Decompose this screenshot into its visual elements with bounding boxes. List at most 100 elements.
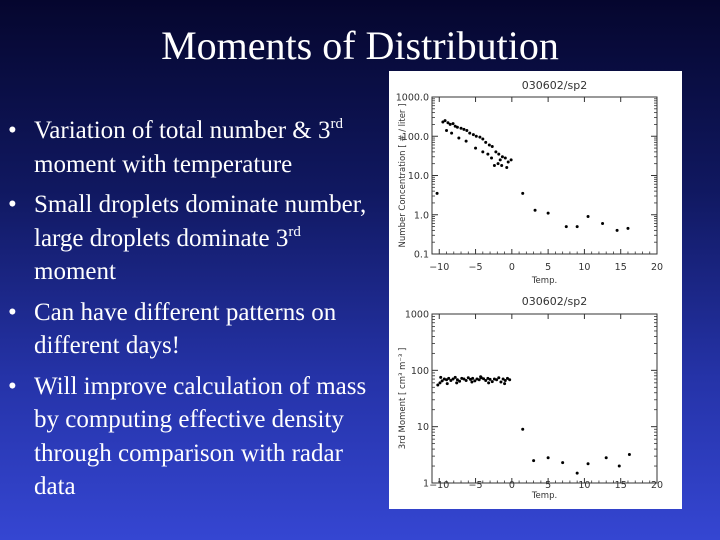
bullet-text: Can have different patterns on different… <box>34 298 337 360</box>
data-point <box>445 129 449 133</box>
x-tick-label: 5 <box>545 262 551 273</box>
x-axis-label: Temp. <box>531 276 557 286</box>
data-point <box>462 127 466 131</box>
data-point <box>487 381 491 385</box>
bullet-text: Variation of total number & <box>34 117 318 144</box>
data-point <box>626 226 630 230</box>
data-point <box>494 150 498 154</box>
data-point <box>436 383 440 387</box>
data-point <box>440 379 444 383</box>
data-point <box>484 378 488 382</box>
bullet-text: 3 <box>317 117 331 144</box>
bullet-marker: • <box>8 191 17 218</box>
data-point <box>465 129 469 133</box>
data-point <box>503 378 507 382</box>
data-point <box>443 119 447 123</box>
data-point <box>564 225 568 229</box>
data-point <box>615 228 619 232</box>
bullet-marker: • <box>8 298 17 326</box>
data-point <box>438 381 442 385</box>
x-axis-label: Temp. <box>531 491 557 501</box>
data-point <box>471 376 475 380</box>
y-tick-label: 100 <box>411 366 429 377</box>
ordinal-suffix: rd <box>288 223 301 240</box>
y-tick-label: 1 <box>423 479 429 490</box>
data-point <box>446 121 450 125</box>
bullet-item: • Small droplets dominate number, large … <box>8 188 380 289</box>
x-tick-label: 10 <box>578 262 590 273</box>
bullet-list: • Variation of total number & 3rd moment… <box>8 114 380 511</box>
x-tick-label: 15 <box>615 480 627 491</box>
data-point <box>466 376 470 380</box>
data-point <box>455 125 459 129</box>
data-point <box>451 122 455 126</box>
data-point <box>496 162 500 166</box>
data-point <box>508 378 512 382</box>
data-point <box>474 146 478 150</box>
data-point <box>462 377 466 381</box>
x-tick-label: 20 <box>651 480 663 491</box>
data-point <box>575 471 579 475</box>
data-point <box>490 144 494 148</box>
data-point <box>509 158 513 162</box>
x-tick-label: 10 <box>578 480 590 491</box>
data-point <box>503 156 507 160</box>
data-point <box>449 378 453 382</box>
data-point <box>478 135 482 139</box>
data-point <box>521 191 525 195</box>
slide-title: Moments of Distribution <box>161 23 559 68</box>
data-point <box>441 120 445 124</box>
data-point <box>490 380 494 384</box>
data-point <box>457 136 461 140</box>
bullet-marker: • <box>8 372 17 400</box>
data-point <box>447 376 451 380</box>
data-point <box>481 137 485 141</box>
chart-title: 030602/sp2 <box>522 79 587 92</box>
data-point <box>546 456 550 460</box>
bullet-text: Small droplets dominate number, large dr… <box>34 191 367 252</box>
data-point <box>561 461 565 465</box>
bullet-text: moment <box>34 258 116 285</box>
data-point <box>490 156 494 160</box>
data-point <box>497 376 501 380</box>
data-point <box>546 211 550 215</box>
charts-svg: 030602/sp2−10 −5 0 5 10 15 200.11.010.0100.010… <box>396 79 663 501</box>
data-point <box>499 380 503 384</box>
data-point <box>500 163 504 167</box>
plot-frame <box>431 313 658 484</box>
data-point <box>486 152 490 156</box>
bullet-text: Will improve calculation of mass by comp… <box>34 372 367 501</box>
data-point <box>501 377 505 381</box>
data-point <box>445 382 449 386</box>
x-tick-label: −10 <box>429 262 449 273</box>
data-point <box>459 126 463 130</box>
data-point <box>506 160 510 164</box>
y-tick-label: 0.1 <box>414 250 429 261</box>
data-point <box>455 378 459 382</box>
chart-title: 030602/sp2 <box>522 295 587 308</box>
y-tick-label: 100.0 <box>402 132 429 143</box>
data-point <box>435 191 439 195</box>
bullet-marker: • <box>8 117 17 144</box>
chart-panel: 030602/sp2 −10 −5 0 5 10 15 20 0.1 1.0 10.0 100.0 10… <box>389 71 682 509</box>
y-tick-label: 1000.0 <box>396 93 429 104</box>
data-point <box>617 464 621 468</box>
data-point <box>481 150 485 154</box>
bullet-item: • Variation of total number & 3rd moment… <box>8 114 380 181</box>
data-point <box>601 221 605 225</box>
data-point <box>439 375 443 379</box>
data-point <box>495 378 499 382</box>
ordinal-suffix: rd <box>330 116 343 132</box>
data-point <box>488 377 492 381</box>
bullet-item: • Can have different patterns on differe… <box>8 296 380 363</box>
data-point <box>473 379 477 383</box>
data-point <box>458 379 462 383</box>
data-point <box>498 158 502 162</box>
data-point <box>492 163 496 167</box>
data-point <box>521 427 525 431</box>
y-tick-label: 1.0 <box>414 210 429 221</box>
data-point <box>532 459 536 463</box>
data-point <box>505 376 509 380</box>
data-point <box>484 140 488 144</box>
x-tick-label: 0 <box>509 480 515 491</box>
